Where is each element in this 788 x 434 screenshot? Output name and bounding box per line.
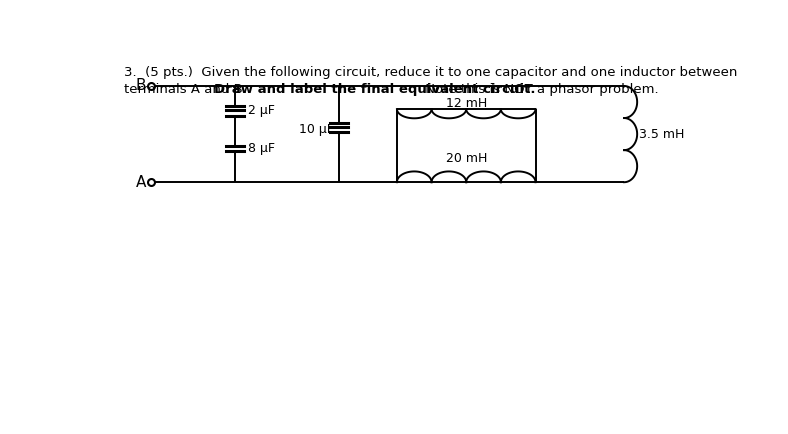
Text: 12 mH: 12 mH: [445, 97, 487, 110]
Text: Draw and label the final equivalent circuit.: Draw and label the final equivalent circ…: [214, 83, 536, 96]
Text: Note this is NOT a phasor problem.: Note this is NOT a phasor problem.: [421, 83, 659, 96]
Text: 3.  (5 pts.)  Given the following circuit, reduce it to one capacitor and one in: 3. (5 pts.) Given the following circuit,…: [124, 66, 737, 79]
Text: B: B: [136, 79, 146, 93]
Text: 2 μF: 2 μF: [247, 104, 274, 117]
Text: 3.5 mH: 3.5 mH: [640, 128, 685, 141]
Text: 10 μF: 10 μF: [299, 123, 334, 136]
Text: 8 μF: 8 μF: [247, 142, 274, 155]
Text: A: A: [136, 175, 146, 190]
Text: 20 mH: 20 mH: [445, 152, 487, 165]
Text: terminals A and B.: terminals A and B.: [124, 83, 251, 96]
